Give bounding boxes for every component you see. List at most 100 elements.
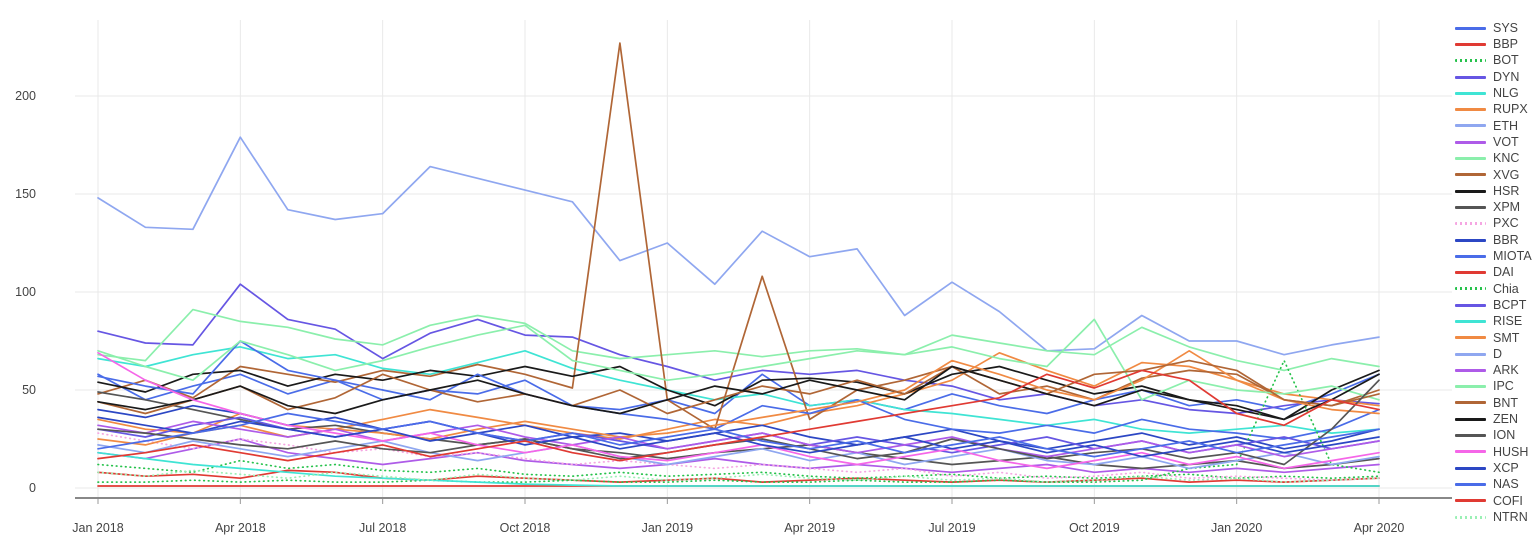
- series-line-BBR: [97, 404, 1380, 450]
- legend-label: ARK: [1493, 363, 1519, 378]
- legend-item-KNC[interactable]: KNC: [1455, 150, 1535, 166]
- legend-item-COFI[interactable]: COFI: [1455, 493, 1535, 509]
- legend-item-BNT[interactable]: BNT: [1455, 395, 1535, 411]
- legend-item-DAI[interactable]: DAI: [1455, 264, 1535, 280]
- legend-item-HUSH[interactable]: HUSH: [1455, 444, 1535, 460]
- legend-swatch-icon: [1455, 108, 1486, 112]
- legend-item-RISE[interactable]: RISE: [1455, 313, 1535, 329]
- legend-swatch-icon: [1455, 271, 1486, 275]
- legend-label: KNC: [1493, 151, 1520, 166]
- legend-swatch-icon: [1455, 434, 1486, 438]
- series-line-ETH: [97, 136, 1380, 356]
- legend-swatch-icon: [1455, 189, 1486, 193]
- legend-swatch-icon: [1455, 450, 1486, 454]
- series-line-HUSH: [97, 351, 1380, 470]
- legend-label: SMT: [1493, 330, 1520, 345]
- legend-label: VOT: [1493, 134, 1519, 149]
- legend-label: BBP: [1493, 37, 1519, 52]
- legend: SYS BBP BOT DYN NLG RUPX ETH VOT KNC XVG HSR XPM PXC…: [1455, 20, 1535, 521]
- legend-item-NTRN[interactable]: NTRN: [1455, 509, 1535, 521]
- legend-item-PXC[interactable]: PXC: [1455, 216, 1535, 232]
- legend-item-VOT[interactable]: VOT: [1455, 134, 1535, 150]
- legend-swatch-icon: [1455, 91, 1486, 95]
- legend-label: ETH: [1493, 118, 1518, 133]
- legend-swatch-icon: [1455, 385, 1486, 389]
- legend-item-HSR[interactable]: HSR: [1455, 183, 1535, 199]
- legend-swatch-icon: [1455, 417, 1486, 421]
- legend-item-DYN[interactable]: DYN: [1455, 69, 1535, 85]
- legend-label: NTRN: [1493, 509, 1528, 521]
- legend-swatch-icon: [1455, 140, 1486, 144]
- legend-item-ARK[interactable]: ARK: [1455, 362, 1535, 378]
- series-line-XPM: [97, 391, 1380, 470]
- legend-swatch-icon: [1455, 157, 1486, 161]
- series-line-MIOTA: [97, 340, 1380, 440]
- legend-item-ETH[interactable]: ETH: [1455, 118, 1535, 134]
- y-tick-label: 50: [22, 383, 36, 397]
- legend-item-XCP[interactable]: XCP: [1455, 460, 1535, 476]
- legend-swatch-icon: [1455, 75, 1486, 79]
- legend-swatch-icon: [1455, 515, 1486, 519]
- legend-label: IPC: [1493, 379, 1514, 394]
- x-tick-label: Apr 2018: [215, 521, 266, 535]
- series-line-IPC: [97, 318, 1380, 401]
- x-tick-label: Jan 2018: [72, 521, 123, 535]
- legend-item-BBP[interactable]: BBP: [1455, 36, 1535, 52]
- x-tick-label: Apr 2020: [1354, 521, 1405, 535]
- legend-label: BNT: [1493, 395, 1518, 410]
- legend-label: BBR: [1493, 232, 1519, 247]
- series-line-ZEN: [97, 365, 1380, 421]
- series-line-NTRN: [97, 469, 1380, 483]
- legend-swatch-icon: [1455, 205, 1486, 209]
- series-line-RISE: [97, 451, 1380, 487]
- legend-item-Chia[interactable]: Chia: [1455, 281, 1535, 297]
- legend-swatch-icon: [1455, 287, 1486, 291]
- legend-label: MIOTA: [1493, 249, 1532, 264]
- legend-item-BOT[interactable]: BOT: [1455, 53, 1535, 69]
- legend-swatch-icon: [1455, 368, 1486, 372]
- legend-item-MIOTA[interactable]: MIOTA: [1455, 248, 1535, 264]
- series-line-XCP: [97, 416, 1380, 458]
- legend-swatch-icon: [1455, 254, 1486, 258]
- legend-label: RISE: [1493, 314, 1523, 329]
- series-line-BOT: [97, 459, 1380, 480]
- legend-item-XVG[interactable]: XVG: [1455, 167, 1535, 183]
- legend-label: ZEN: [1493, 412, 1518, 427]
- legend-item-SYS[interactable]: SYS: [1455, 20, 1535, 36]
- y-tick-label: 0: [29, 481, 36, 495]
- legend-item-SMT[interactable]: SMT: [1455, 330, 1535, 346]
- legend-item-BCPT[interactable]: BCPT: [1455, 297, 1535, 313]
- legend-item-IPC[interactable]: IPC: [1455, 379, 1535, 395]
- legend-item-RUPX[interactable]: RUPX: [1455, 101, 1535, 117]
- y-tick-label: 100: [15, 285, 36, 299]
- legend-item-NLG[interactable]: NLG: [1455, 85, 1535, 101]
- legend-swatch-icon: [1455, 499, 1486, 503]
- series-line-XVG: [97, 42, 1380, 431]
- legend-swatch-icon: [1455, 352, 1486, 356]
- legend-item-D[interactable]: D: [1455, 346, 1535, 362]
- legend-swatch-icon: [1455, 124, 1486, 128]
- legend-swatch-icon: [1455, 59, 1486, 63]
- legend-label: BCPT: [1493, 297, 1527, 312]
- legend-item-NAS[interactable]: NAS: [1455, 476, 1535, 492]
- series-line-VOT: [97, 438, 1380, 474]
- legend-label: NAS: [1493, 477, 1519, 492]
- legend-label: XPM: [1493, 200, 1521, 215]
- x-tick-label: Jul 2019: [928, 521, 975, 535]
- series-line-D: [97, 440, 1380, 470]
- legend-swatch-icon: [1455, 303, 1486, 307]
- series-line-SMT: [97, 349, 1380, 446]
- legend-label: Chia: [1493, 281, 1519, 296]
- y-tick-label: 200: [15, 89, 36, 103]
- legend-label: NLG: [1493, 86, 1519, 101]
- legend-item-ZEN[interactable]: ZEN: [1455, 411, 1535, 427]
- legend-item-ION[interactable]: ION: [1455, 427, 1535, 443]
- legend-label: XVG: [1493, 167, 1520, 182]
- legend-item-BBR[interactable]: BBR: [1455, 232, 1535, 248]
- legend-label: RUPX: [1493, 102, 1528, 117]
- legend-label: D: [1493, 346, 1503, 361]
- legend-item-XPM[interactable]: XPM: [1455, 199, 1535, 215]
- legend-swatch-icon: [1455, 319, 1486, 323]
- legend-label: HUSH: [1493, 444, 1529, 459]
